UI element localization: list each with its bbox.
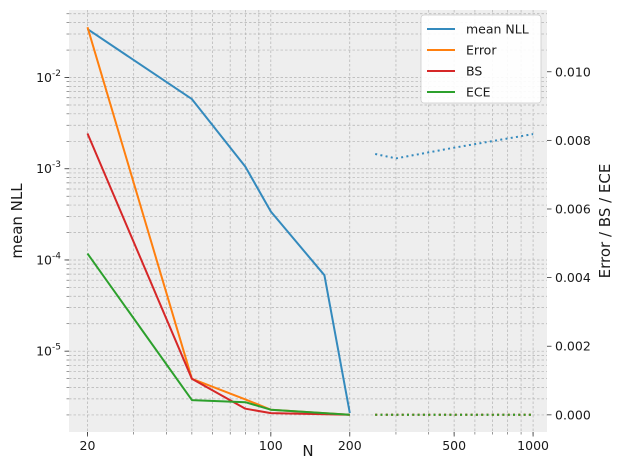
y-right-axis-title: Error / BS / ECE	[596, 164, 614, 279]
x-tick-label: 500	[442, 438, 466, 453]
y-left-tick-label: 10-2	[36, 69, 61, 85]
series-mean-nll-dotted	[374, 133, 534, 160]
y-right-tick-label: 0.010	[555, 64, 591, 79]
legend-label-error: Error	[466, 43, 497, 58]
y-left-axis-title: mean NLL	[8, 183, 26, 259]
legend-label-mean-nll: mean NLL	[466, 22, 529, 37]
series-mean-nll-line	[86, 28, 351, 414]
series-layer	[86, 26, 534, 416]
x-axis-title: N	[302, 442, 313, 460]
y-right-tick-label: 0.008	[555, 133, 591, 148]
y-left-tick-label: 10-4	[36, 251, 61, 267]
x-tick-label: 20	[80, 438, 96, 453]
y-left-tick-label: 10-3	[36, 160, 61, 176]
grid	[69, 10, 547, 432]
y-right-tick-label: 0.006	[555, 201, 591, 216]
x-tick-label: 100	[259, 438, 283, 453]
legend-label-ece: ECE	[466, 85, 491, 100]
y-right-tick-label: 0.002	[555, 339, 591, 354]
x-tick-label: 1000	[517, 438, 549, 453]
legend-box	[420, 14, 542, 104]
series-ece-line	[86, 253, 350, 416]
ticks: 20 100 200 500 1000 10-5 10-4 10-3 10-2 0.000 0.00…	[36, 13, 591, 453]
y-left-tick-label: 10-5	[36, 343, 61, 359]
legend: mean NLL Error BS ECE	[420, 14, 542, 104]
x-tick-label: 200	[338, 438, 362, 453]
series-bs-line	[86, 133, 350, 416]
legend-label-bs: BS	[466, 64, 482, 79]
y-right-tick-label: 0.000	[555, 407, 591, 422]
y-right-tick-label: 0.004	[555, 270, 591, 285]
